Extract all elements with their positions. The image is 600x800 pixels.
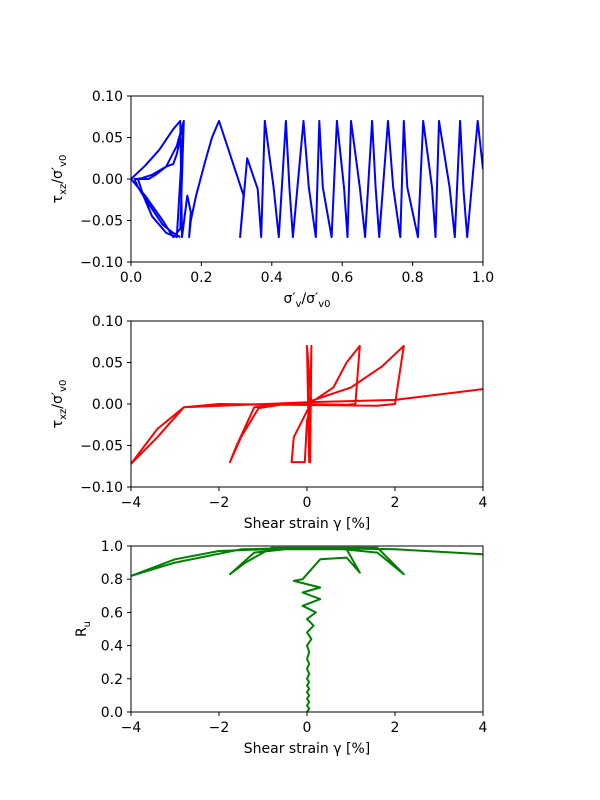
x-tick-label: 0.2: [190, 270, 212, 286]
y-tick-label: 0.00: [92, 397, 123, 413]
x-tick-label: −2: [209, 720, 230, 736]
y-tick-label: 0.4: [101, 639, 123, 655]
x-tick-label: 0: [303, 720, 312, 736]
y-tick-label: 0.10: [92, 314, 123, 330]
x-axis-label: Shear strain γ [%]: [244, 516, 370, 532]
x-tick-label: −4: [121, 495, 142, 511]
y-tick-label: 1.0: [101, 539, 123, 555]
x-axis-label: σ′v/σ′v0: [283, 291, 330, 310]
x-tick-label: 0.6: [331, 270, 353, 286]
x-tick-label: 0.4: [261, 270, 283, 286]
x-tick-label: 4: [479, 495, 488, 511]
y-tick-label: 0.10: [92, 89, 123, 105]
x-axis-label: Shear strain γ [%]: [244, 741, 370, 757]
y-tick-label: −0.05: [80, 214, 123, 230]
x-tick-label: −2: [209, 495, 230, 511]
series-line-1: [131, 119, 483, 239]
y-tick-label: −0.10: [80, 480, 123, 496]
x-tick-label: 2: [391, 720, 400, 736]
chart-2: −4 −2 0 2 4 −0.10 −0.05 0.00 0.05 0.10 Shear strai…: [50, 314, 488, 532]
x-tick-label: −4: [121, 720, 142, 736]
x-tick-label: 0: [303, 495, 312, 511]
chart-3: −4 −2 0 2 4 0.0 0.2 0.4 0.6 0.8 1.0 Shear strain γ …: [74, 539, 488, 757]
y-axis-label: τxz/σ′v0: [50, 380, 69, 429]
y-tick-label: 0.8: [101, 572, 123, 588]
y-tick-label: 0.0: [101, 705, 123, 721]
y-tick-label: 0.00: [92, 172, 123, 188]
chart-1: 0.0 0.2 0.4 0.6 0.8 1.0 −0.10 −0.05 0.00 0.05 0.10…: [50, 89, 494, 310]
y-tick-label: −0.05: [80, 439, 123, 455]
x-tick-label: 2: [391, 495, 400, 511]
y-axis-label: Ru: [74, 621, 93, 637]
y-tick-label: 0.2: [101, 672, 123, 688]
x-tick-label: 1.0: [472, 270, 494, 286]
series-line-1: [131, 344, 483, 465]
x-tick-label: 0.0: [120, 270, 142, 286]
y-tick-label: 0.05: [92, 356, 123, 372]
x-tick-label: 4: [479, 720, 488, 736]
y-tick-label: 0.05: [92, 131, 123, 147]
y-tick-label: 0.6: [101, 605, 123, 621]
y-axis-label: τxz/σ′v0: [50, 155, 69, 204]
y-tick-label: −0.10: [80, 255, 123, 271]
series-line-1: [131, 546, 483, 712]
x-tick-label: 0.8: [401, 270, 423, 286]
